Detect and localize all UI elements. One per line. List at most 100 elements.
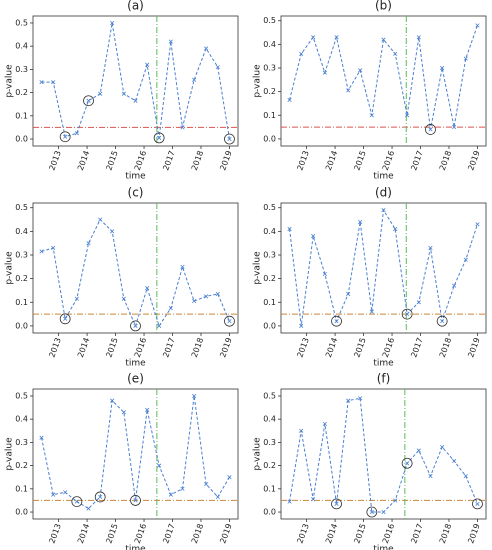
point-marker xyxy=(440,444,445,450)
y-tick-label: 0.4 xyxy=(263,40,276,49)
plot-frame xyxy=(280,15,487,147)
point-marker xyxy=(428,245,433,250)
y-tick-label: 0.5 xyxy=(263,391,276,400)
highlight-circle xyxy=(224,133,235,145)
x-tick-label: 2017 xyxy=(161,336,176,358)
highlight-circle xyxy=(425,124,436,135)
point-marker xyxy=(334,319,339,324)
x-tick-label: 2016 xyxy=(381,336,396,358)
subplot: (d) 0.0 0.1 0.2 0.3 0.4 0.5 2013 2014 2015 2016 201… xyxy=(253,186,487,369)
point-marker xyxy=(346,291,351,297)
y-tick-label: 0.0 xyxy=(15,508,28,517)
point-marker xyxy=(110,229,115,234)
subplot: (c) 0.0 0.1 0.2 0.3 0.4 0.5 2013 2014 2015 2016 201… xyxy=(5,186,239,369)
x-axis-label: time xyxy=(373,359,394,369)
point-marker xyxy=(440,319,445,324)
highlight-circle xyxy=(130,320,141,332)
x-axis-label: time xyxy=(125,545,146,550)
x-tick-label: 2015 xyxy=(104,336,119,358)
y-axis-label: p-value xyxy=(253,437,263,471)
x-tick-label: 2016 xyxy=(381,149,396,171)
point-marker xyxy=(192,393,197,399)
point-marker xyxy=(287,97,292,102)
point-marker xyxy=(463,473,468,479)
series-line xyxy=(41,395,230,510)
point-marker xyxy=(452,125,457,130)
point-marker xyxy=(299,323,304,328)
point-marker xyxy=(311,234,316,239)
point-marker xyxy=(287,226,292,232)
y-tick-label: 0.2 xyxy=(15,461,28,470)
point-marker xyxy=(311,35,316,40)
point-marker xyxy=(334,35,339,40)
point-marker xyxy=(405,461,410,466)
y-tick-label: 0.3 xyxy=(263,438,276,447)
point-marker xyxy=(204,482,209,487)
x-tick-label: 2013 xyxy=(295,336,310,358)
highlight-circle xyxy=(401,457,413,469)
y-tick-label: 0.0 xyxy=(263,134,276,143)
point-marker xyxy=(215,64,220,70)
point-marker xyxy=(405,312,410,317)
point-marker xyxy=(157,135,162,140)
point-marker xyxy=(287,499,292,504)
x-tick-label: 2014 xyxy=(324,149,339,171)
y-tick-label: 0.3 xyxy=(263,251,276,260)
y-tick-label: 0.4 xyxy=(263,415,276,424)
y-tick-label: 0.4 xyxy=(15,415,28,424)
y-tick-label: 0.5 xyxy=(263,16,276,25)
x-axis-label: time xyxy=(373,545,394,550)
point-marker xyxy=(63,134,68,139)
highlight-circle xyxy=(94,491,106,503)
point-marker xyxy=(381,37,386,42)
point-marker xyxy=(192,77,197,82)
point-marker xyxy=(39,435,44,440)
point-marker xyxy=(416,35,421,40)
point-marker xyxy=(322,421,327,426)
point-marker xyxy=(74,296,79,301)
point-marker xyxy=(358,396,363,401)
point-marker xyxy=(428,127,433,132)
point-marker xyxy=(86,98,91,103)
point-marker xyxy=(180,486,185,491)
x-tick-label: 2014 xyxy=(76,149,91,171)
point-marker xyxy=(204,294,209,299)
point-marker xyxy=(381,509,386,515)
y-tick-label: 0.1 xyxy=(263,298,276,307)
point-marker xyxy=(405,113,410,118)
point-marker xyxy=(452,458,457,464)
point-marker xyxy=(322,70,327,75)
point-marker xyxy=(475,501,480,506)
point-marker xyxy=(63,490,68,495)
x-tick-label: 2019 xyxy=(466,149,481,171)
x-tick-label: 2019 xyxy=(466,336,481,358)
point-marker xyxy=(334,501,339,506)
highlight-circle xyxy=(71,496,83,507)
y-tick-label: 0.4 xyxy=(15,42,28,51)
point-marker xyxy=(393,226,398,232)
point-marker xyxy=(215,494,220,500)
x-tick-label: 2017 xyxy=(161,149,176,171)
subplot: (b) 0.0 0.1 0.2 0.3 0.4 0.5 2013 2014 2015 2016 201… xyxy=(253,0,487,182)
y-tick-label: 0.1 xyxy=(15,111,28,120)
y-tick-label: 0.4 xyxy=(263,227,276,236)
point-marker xyxy=(86,506,91,511)
x-tick-label: 2016 xyxy=(133,149,148,171)
subplot-title: (e) xyxy=(127,372,144,386)
highlight-circle xyxy=(59,313,71,325)
x-tick-label: 2014 xyxy=(324,522,339,544)
highlight-circle xyxy=(472,498,483,510)
highlight-circle xyxy=(130,495,141,506)
plot-frame xyxy=(32,15,239,147)
y-tick-label: 0.5 xyxy=(15,203,28,212)
subplot-title: (b) xyxy=(375,0,392,13)
subplot-title: (d) xyxy=(375,186,392,200)
point-marker xyxy=(51,492,56,497)
point-marker xyxy=(98,217,103,222)
series-line xyxy=(289,25,478,130)
x-tick-label: 2018 xyxy=(438,336,453,358)
plot-frame xyxy=(32,388,239,520)
y-axis-label: p-value xyxy=(5,437,15,471)
highlight-circle xyxy=(401,308,413,320)
